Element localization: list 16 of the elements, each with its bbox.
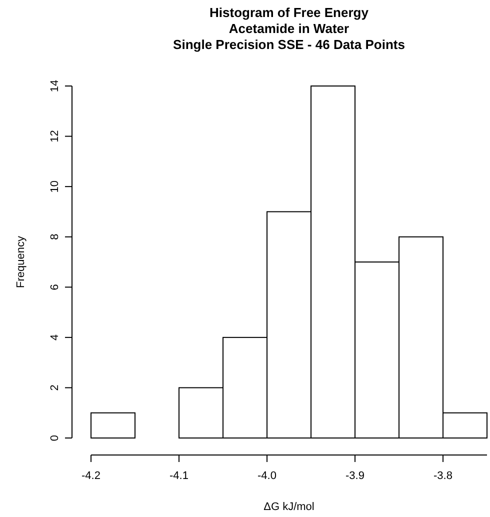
y-tick-label: 0: [49, 434, 61, 442]
y-tick-label: 2: [49, 384, 61, 391]
y-tick-label: 12: [49, 130, 61, 142]
x-tick-label: -4.0: [258, 470, 276, 482]
x-axis-title: ΔG kJ/mol: [264, 501, 314, 513]
y-tick-label: 4: [49, 334, 61, 340]
chart-title: Histogram of Free Energy Acetamide in Water Single Precision SSE - 46 Data Points: [173, 5, 405, 52]
y-tick-label: 8: [49, 234, 61, 240]
x-tick-label: -4.1: [170, 470, 188, 482]
x-tick-label: -3.9: [346, 470, 364, 482]
y-axis-title: Frequency: [15, 236, 27, 288]
y-tick-label: 6: [49, 284, 61, 290]
y-tick-label: 10: [49, 180, 61, 193]
x-tick-label: -3.8: [434, 470, 452, 482]
y-tick-label: 14: [49, 80, 61, 92]
x-tick-label: -4.2: [82, 470, 100, 482]
